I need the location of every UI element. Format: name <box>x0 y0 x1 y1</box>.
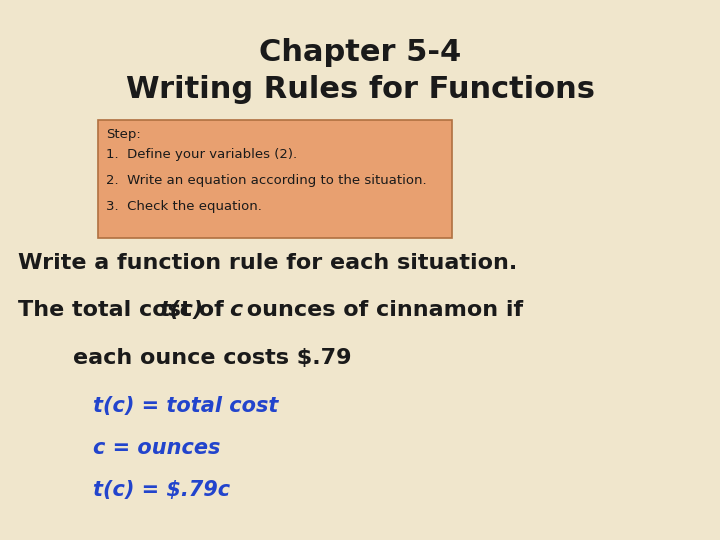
Text: Writing Rules for Functions: Writing Rules for Functions <box>125 75 595 104</box>
Text: 2.  Write an equation according to the situation.: 2. Write an equation according to the si… <box>106 174 427 187</box>
Text: Chapter 5-4: Chapter 5-4 <box>259 38 461 67</box>
Text: c = ounces: c = ounces <box>93 438 220 458</box>
Text: 3.  Check the equation.: 3. Check the equation. <box>106 200 262 213</box>
FancyBboxPatch shape <box>98 120 452 238</box>
Text: t(c): t(c) <box>159 300 203 320</box>
Text: c: c <box>229 300 242 320</box>
Text: ounces of cinnamon if: ounces of cinnamon if <box>239 300 523 320</box>
Text: each ounce costs $.79: each ounce costs $.79 <box>73 348 351 368</box>
Text: t(c) = total cost: t(c) = total cost <box>93 396 279 416</box>
Text: of: of <box>191 300 232 320</box>
Text: t(c) = $.79c: t(c) = $.79c <box>93 480 230 500</box>
Text: The total cost: The total cost <box>18 300 199 320</box>
Text: Write a function rule for each situation.: Write a function rule for each situation… <box>18 253 517 273</box>
Text: 1.  Define your variables (2).: 1. Define your variables (2). <box>106 148 297 161</box>
Text: Step:: Step: <box>106 128 140 141</box>
